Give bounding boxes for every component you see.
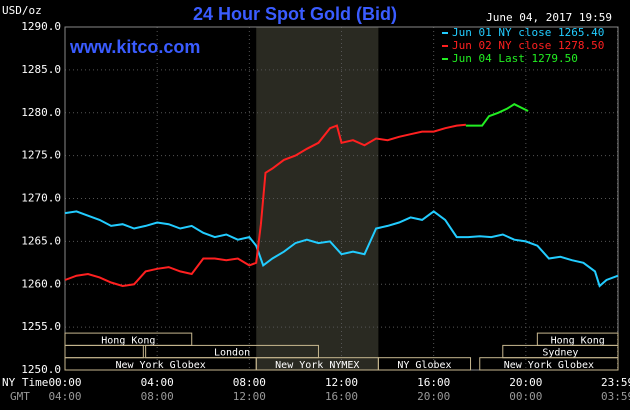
x2-tick-label: 03:59 [601,390,630,403]
session-label: New York Globex [115,360,205,371]
y-tick-label: 1270.0 [21,192,61,205]
y-tick-label: 1275.0 [21,149,61,162]
series-line [465,103,529,127]
y-tick-label: 1265.0 [21,234,61,247]
website: www.kitco.com [69,37,200,57]
y-tick-label: 1280.0 [21,106,61,119]
x2-tick-label: 12:00 [233,390,266,403]
series-line [64,210,619,288]
session-label: Hong Kong [101,335,155,346]
x2-tick-label: 16:00 [325,390,358,403]
session-box [479,357,619,371]
x2-axis-label: GMT [10,390,30,403]
y-tick-label: 1260.0 [21,277,61,290]
x2-tick-label: 04:00 [48,390,81,403]
x-tick-label: 00:00 [48,376,81,389]
x2-tick-label: 00:00 [509,390,542,403]
x-tick-label: 12:00 [325,376,358,389]
chart-title: 24 Hour Spot Gold (Bid) [193,4,397,24]
legend-label: Jun 02 NY close 1278.50 [452,39,604,52]
timestamp: June 04, 2017 19:59 [486,11,612,24]
legend-label: Jun 01 NY close 1265.40 [452,26,604,39]
y-tick-label: 1255.0 [21,320,61,333]
legend-label: Jun 04 Last 1279.50 [452,52,578,65]
session-box [377,357,472,371]
y-tick-label: 1250.0 [21,363,61,376]
y-axis-label: USD/oz [2,4,42,17]
x-tick-label: 23:59 [601,376,630,389]
session-label: NY Globex [397,360,451,371]
session-label: New York NYMEX [275,360,359,371]
x2-tick-label: 08:00 [141,390,174,403]
y-tick-label: 1290.0 [21,20,61,33]
x-tick-label: 16:00 [417,376,450,389]
session-label: New York Globex [504,360,594,371]
x-tick-label: 04:00 [141,376,174,389]
x2-tick-label: 20:00 [417,390,450,403]
x-tick-label: 08:00 [233,376,266,389]
y-tick-label: 1285.0 [21,63,61,76]
x-tick-label: 20:00 [509,376,542,389]
session-label: London [214,348,250,359]
series-line [64,123,466,288]
x-axis-label: NY Time [2,376,48,389]
session-box [64,344,144,359]
session-label: Hong Kong [551,335,605,346]
session-label: Sydney [542,348,578,359]
